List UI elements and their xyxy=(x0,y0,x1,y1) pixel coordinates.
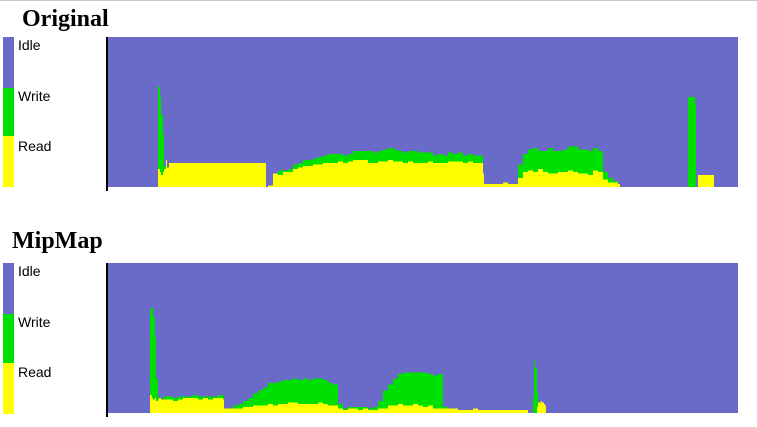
chart-panel-original: Original Idle Write Read xyxy=(0,0,757,200)
chart-title-mipmap: MipMap xyxy=(12,228,103,254)
legend-idle-swatch xyxy=(3,37,14,88)
top-border-line xyxy=(0,0,757,1)
y-axis-line-mipmap xyxy=(106,263,108,417)
chart-panel-mipmap: MipMap Idle Write Read xyxy=(0,220,757,427)
legend-read-label: Read xyxy=(18,364,52,380)
legend-idle-label: Idle xyxy=(18,263,41,279)
plot-area-mipmap xyxy=(108,263,738,413)
chart-title-original: Original xyxy=(22,6,109,32)
series-read-area-mipmap xyxy=(108,395,738,413)
stacked-area-svg-mipmap xyxy=(108,308,738,413)
legend-write-label: Write xyxy=(18,88,51,104)
legend-read-swatch xyxy=(3,363,14,414)
legend-idle-swatch xyxy=(3,263,14,314)
legend-read-swatch xyxy=(3,136,14,187)
legend-bar-mipmap xyxy=(3,263,14,414)
series-write-area-original xyxy=(108,86,738,187)
legend-bar-original xyxy=(3,37,14,187)
series-write-area-mipmap xyxy=(108,308,738,413)
legend-write-label: Write xyxy=(18,314,51,330)
legend-write-swatch xyxy=(3,88,14,136)
series-read-area-original xyxy=(108,160,738,187)
plot-area-original xyxy=(108,37,738,187)
legend-idle-label: Idle xyxy=(18,37,41,53)
stacked-area-svg-original xyxy=(108,86,738,187)
legend-read-label: Read xyxy=(18,138,52,154)
legend-write-swatch xyxy=(3,314,14,363)
y-axis-line-original xyxy=(106,37,108,191)
